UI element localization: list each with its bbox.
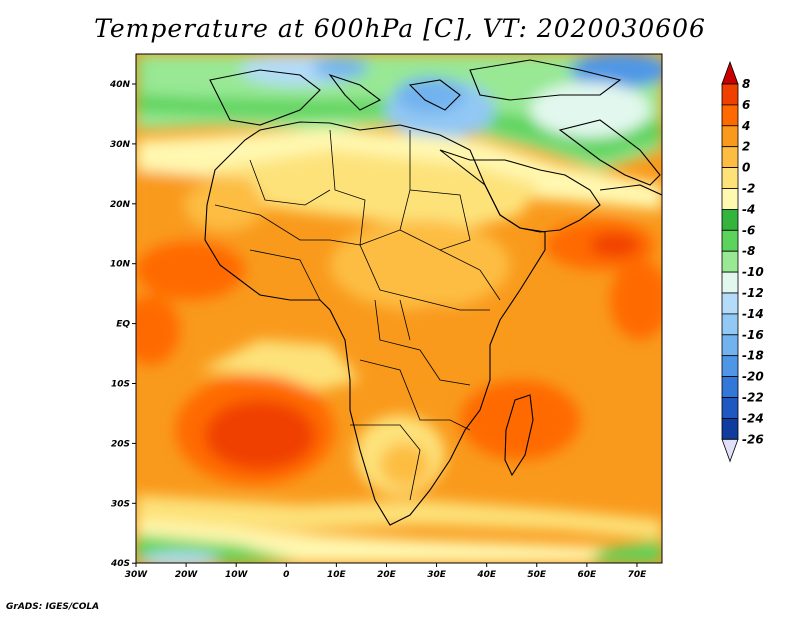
- lon-label: 40E: [476, 570, 497, 580]
- colorbar-box: [721, 271, 739, 294]
- lon-label: 10W: [225, 570, 249, 580]
- lat-label: 30N: [110, 140, 131, 150]
- colorbar-label: 2: [742, 140, 750, 154]
- colorbar-label: -6: [742, 223, 755, 237]
- colorbar-box: [721, 146, 739, 168]
- lon-label: 20E: [377, 570, 397, 580]
- colorbar-label: -22: [742, 391, 764, 405]
- lat-label: 20S: [111, 439, 130, 449]
- colorbar-box: [721, 229, 739, 252]
- colorbar-box: [721, 83, 739, 106]
- colorbar-label: -16: [742, 328, 764, 342]
- plot-frame: [135, 53, 663, 564]
- colorbar-box: [721, 355, 739, 378]
- lon-label: 20W: [175, 570, 199, 580]
- colorbar-label: 8: [742, 77, 750, 91]
- temperature-field: [136, 54, 662, 563]
- colorbar-box: [721, 417, 739, 440]
- colorbar-label: 0: [742, 161, 750, 175]
- lon-label: 10E: [327, 570, 347, 580]
- colorbar-box: [721, 313, 739, 336]
- longitude-axis: 30W 20W 10W 0 10E 20E 30E 40E 50E 60E 70E: [125, 563, 647, 580]
- lon-label: 50E: [527, 570, 547, 580]
- lon-label: 70E: [628, 570, 648, 580]
- colorbar: 8 6 4 2 0 -2 -4 -6 -8 -10 -12 -14 -16 -18 -20 -22 -24 -26: [721, 60, 764, 463]
- colorbar-box: [721, 208, 739, 231]
- lon-label: 0: [283, 570, 289, 580]
- lat-label: 40N: [109, 80, 131, 90]
- lat-label: 10N: [110, 260, 131, 270]
- lat-label: 20N: [110, 200, 131, 210]
- latitude-axis: 40N 30N 20N 10N EQ 10S 20S 30S 40S: [109, 80, 136, 569]
- lat-label: 30S: [111, 499, 130, 509]
- colorbar-box: [721, 167, 739, 189]
- colorbar-box: [721, 125, 739, 148]
- lon-label: 30W: [125, 570, 149, 580]
- colorbar-box: [721, 188, 739, 210]
- colorbar-box: [721, 376, 739, 398]
- lat-label: 10S: [111, 380, 130, 390]
- colorbar-box: [721, 334, 739, 357]
- colorbar-label: 4: [741, 119, 750, 133]
- colorbar-box: [721, 104, 739, 127]
- colorbar-label: -2: [742, 182, 755, 196]
- colorbar-label: -14: [742, 307, 764, 321]
- colorbar-label: -24: [742, 411, 764, 425]
- coastline-overlay: [204, 59, 662, 526]
- colorbar-label: -8: [742, 244, 755, 258]
- colorbar-bottom-arrow: [721, 438, 739, 463]
- colorbar-label: -18: [742, 349, 764, 363]
- colorbar-label: -26: [742, 432, 764, 446]
- colorbar-label: -12: [742, 286, 764, 300]
- colorbar-top-arrow: [721, 60, 739, 85]
- colorbar-box: [721, 250, 739, 273]
- grads-credit: GrADS: IGES/COLA: [6, 602, 100, 612]
- colorbar-label: 6: [742, 98, 750, 112]
- lon-label: 60E: [578, 570, 598, 580]
- country-borders: [214, 129, 501, 501]
- lat-label: EQ: [116, 320, 130, 330]
- colorbar-box: [721, 397, 739, 419]
- map-title: Temperature at 600hPa [C], VT: 202003060…: [94, 14, 706, 43]
- lat-label: 40S: [110, 559, 130, 569]
- colorbar-label: -10: [742, 265, 764, 279]
- colorbar-box: [721, 292, 739, 315]
- colorbar-label: -20: [742, 370, 764, 384]
- lon-label: 30E: [427, 570, 447, 580]
- colorbar-label: -4: [742, 202, 755, 216]
